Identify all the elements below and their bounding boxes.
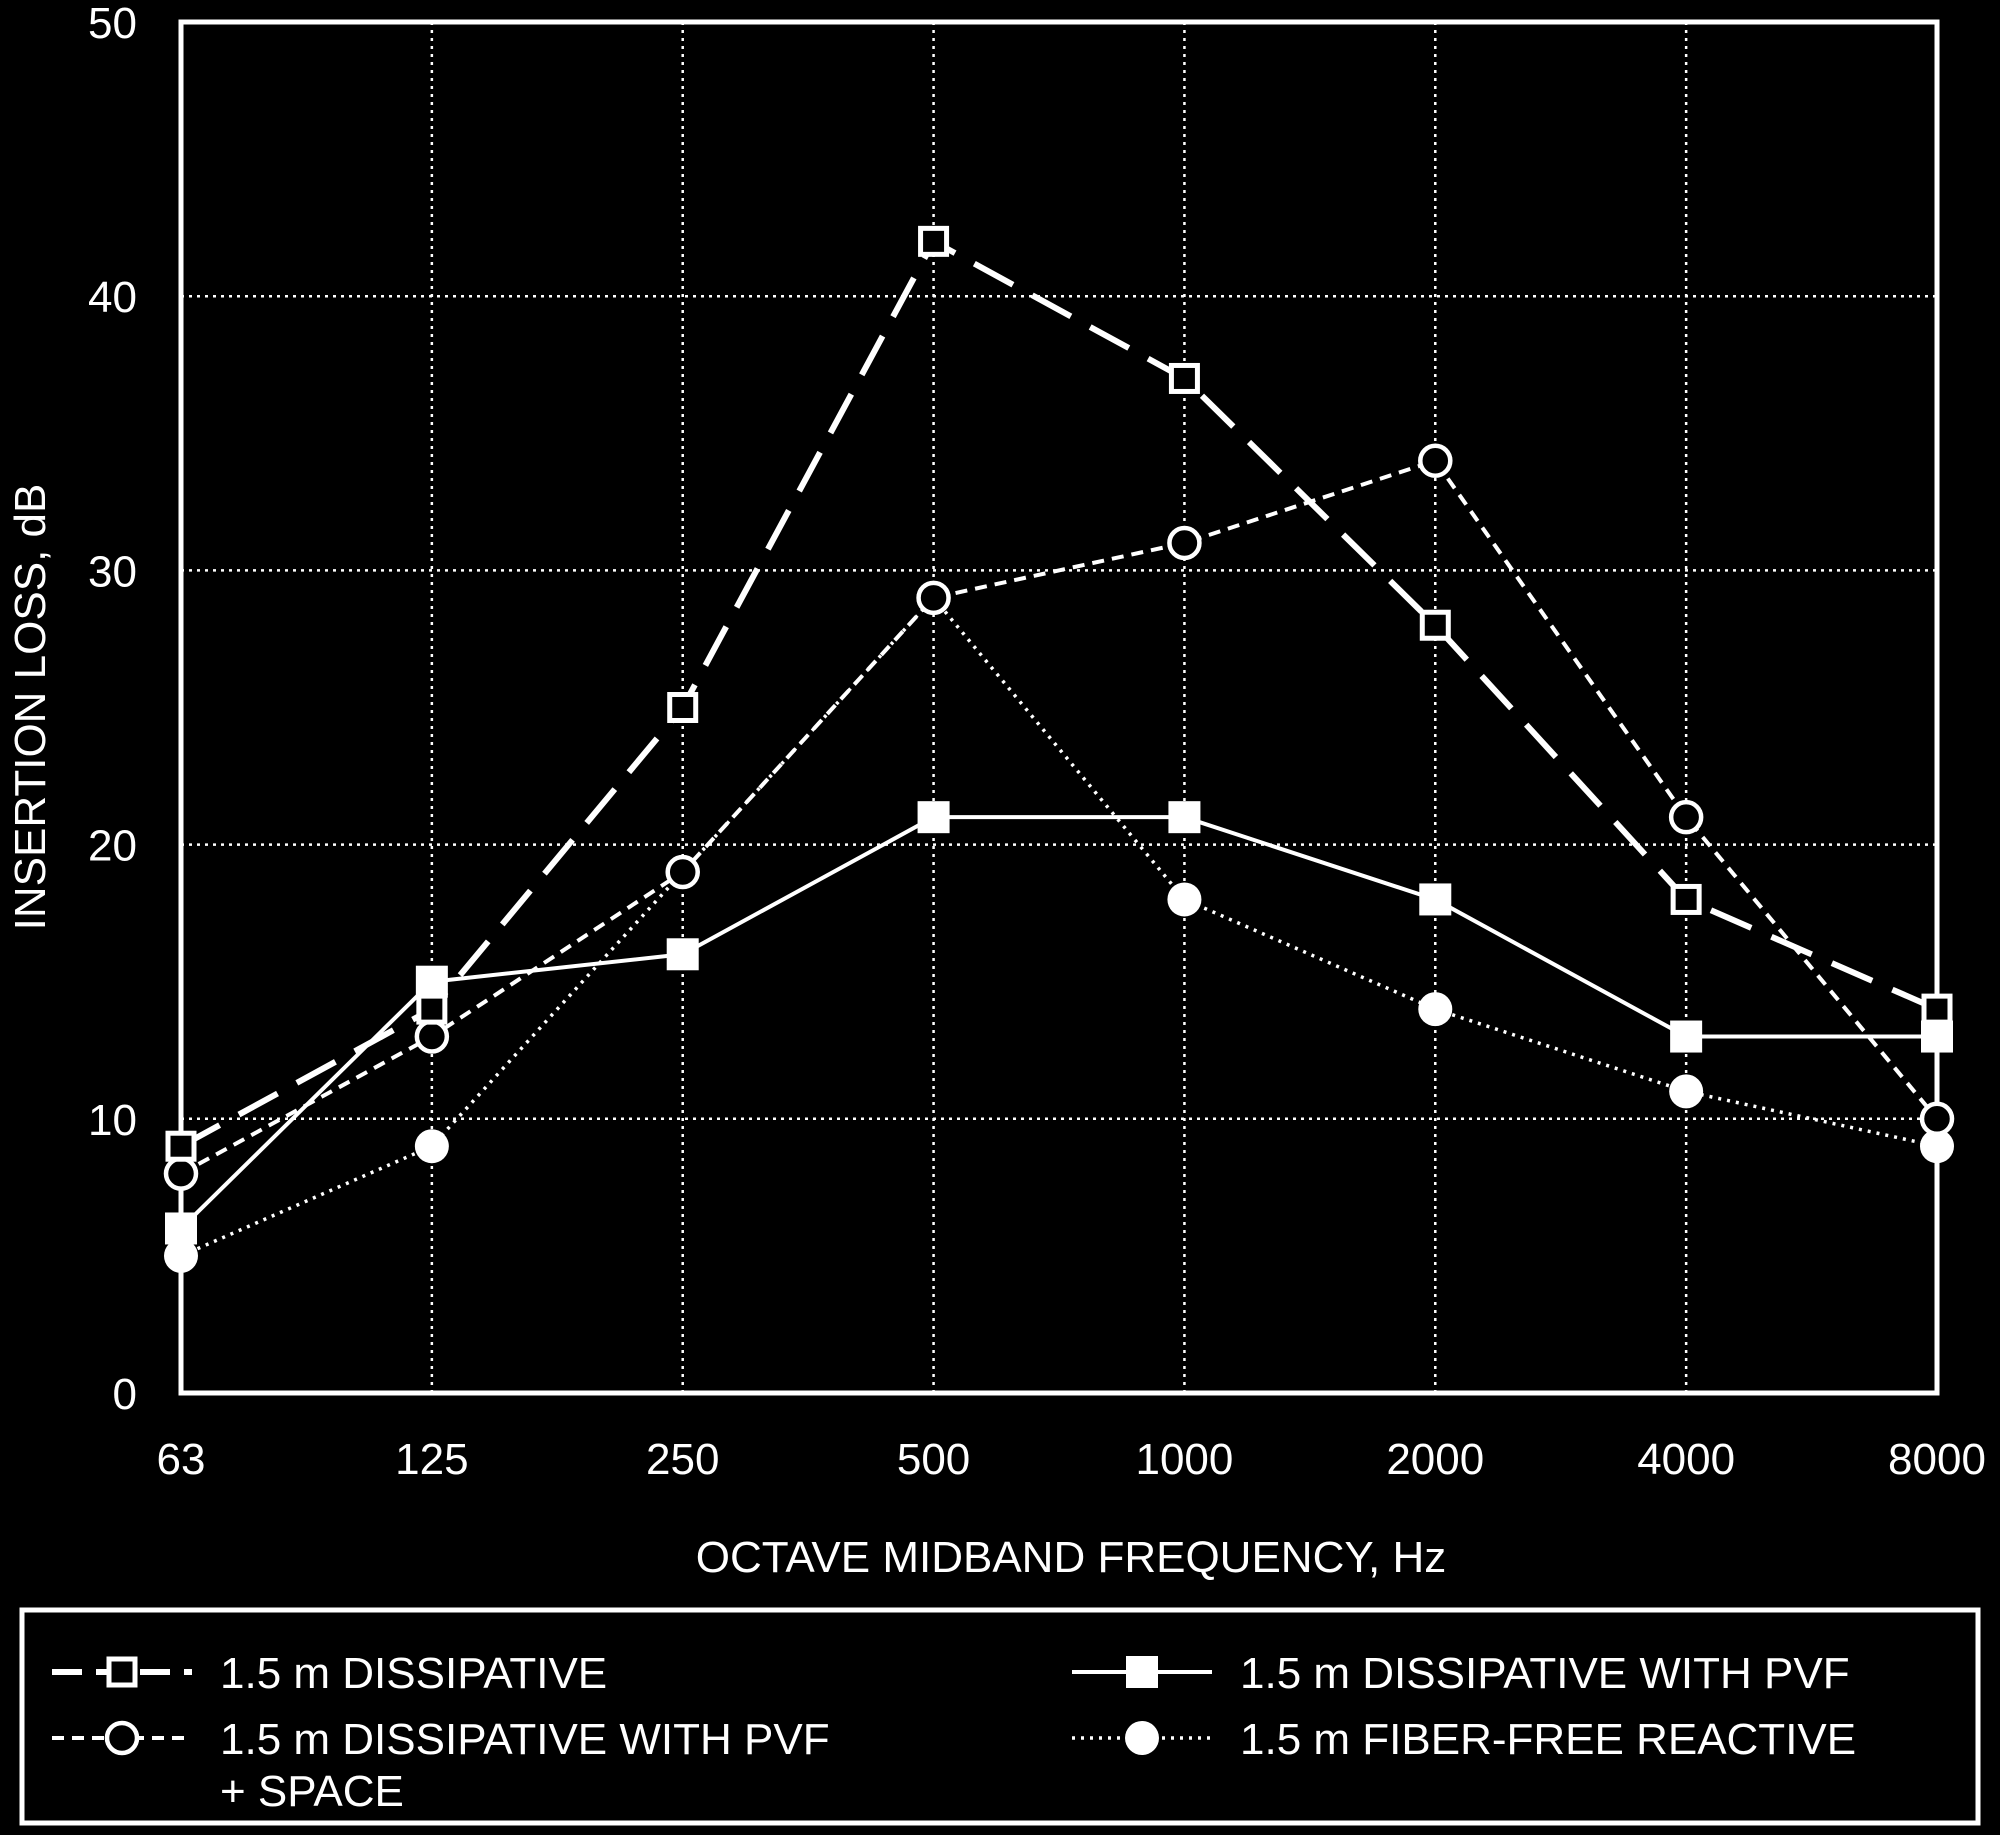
data-point [1919,1101,1955,1137]
x-tick-label: 1000 [1135,1435,1233,1484]
legend-marker [1126,1656,1158,1688]
data-point [1921,1020,1953,1053]
data-point [165,1212,197,1245]
data-point [916,580,951,616]
x-tick-label: 125 [395,1435,468,1484]
data-point [1921,993,1953,1025]
legend-marker [106,1656,138,1688]
series-line [179,815,1937,1230]
grid [181,22,1937,1393]
legend-label: 1.5 m DISSIPATIVE WITH PVF [220,1715,830,1764]
data-point [165,1130,197,1162]
data-point [918,225,950,257]
series-line [179,238,1939,1149]
legend-label: 1.5 m FIBER-FREE REACTIVE [1240,1715,1856,1764]
legend-item: 1.5 m DISSIPATIVE WITH PVF+ SPACE [52,1715,830,1816]
data-point [1168,801,1201,834]
x-axis-label: OCTAVE MIDBAND FREQUENCY, Hz [696,1533,1447,1582]
data-point [1419,609,1451,641]
x-tick-label: 4000 [1637,1435,1735,1484]
data-point [667,692,699,723]
series-line [180,596,1938,1258]
y-tick-label: 20 [88,822,137,871]
x-tick-label: 8000 [1888,1435,1986,1484]
legend-marker [104,1720,140,1756]
data-point [666,938,699,971]
data-point [1419,883,1452,916]
data-point [1920,1129,1954,1164]
legend-label: + SPACE [220,1767,404,1816]
series-lines [179,238,1939,1258]
data-point [163,1156,199,1191]
legend-item: 1.5 m DISSIPATIVE [52,1649,607,1698]
series-line [180,458,1939,1176]
data-point [1418,443,1453,478]
data-point [1668,799,1704,835]
data-point [1418,992,1453,1027]
x-tick-label: 63 [157,1435,206,1484]
data-point [1670,883,1702,915]
legend: 1.5 m DISSIPATIVE 1.5 m DISSIPATIVE WITH … [52,1649,1856,1816]
y-tick-label: 40 [88,273,137,322]
data-point [917,801,950,834]
y-tick-label: 30 [88,547,137,596]
y-axis-label: INSERTION LOSS, dB [6,484,55,931]
data-point [665,854,700,890]
axis-ticks: 63 125 250 500 1000 2000 4000 8000 0 10 20 30 40 50 [88,0,1986,1484]
data-point [1168,362,1200,394]
y-tick-label: 0 [113,1370,137,1419]
data-markers [163,225,1955,1273]
data-point [416,993,448,1025]
legend-item: 1.5 m FIBER-FREE REACTIVE [1072,1715,1856,1764]
legend-item: 1.5 m DISSIPATIVE WITH PVF [1072,1649,1850,1698]
data-point [414,1019,450,1054]
legend-box [19,1607,1981,1826]
x-tick-label: 250 [646,1435,719,1484]
x-tick-label: 500 [897,1435,970,1484]
data-point [164,1238,198,1273]
x-tick-label: 2000 [1386,1435,1484,1484]
y-tick-label: 10 [88,1096,137,1145]
legend-label: 1.5 m DISSIPATIVE [220,1649,607,1698]
data-point [1167,525,1202,561]
data-point [415,965,448,998]
legend-label: 1.5 m DISSIPATIVE WITH PVF [1240,1649,1850,1698]
y-tick-label: 50 [88,0,137,48]
data-point [1167,882,1202,917]
data-point [1669,1074,1704,1109]
data-point [414,1129,449,1164]
data-point [1670,1020,1703,1053]
plot-area [178,19,1940,1396]
legend-marker [1125,1721,1159,1755]
